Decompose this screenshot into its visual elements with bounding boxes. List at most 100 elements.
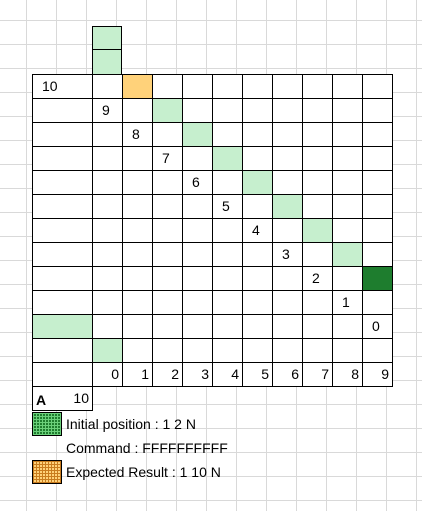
grid-cell[interactable] [333,267,363,291]
grid-cell[interactable] [33,171,93,195]
grid-cell[interactable] [333,243,363,267]
grid-cell[interactable] [363,243,393,267]
grid-cell[interactable] [153,339,183,363]
grid-cell[interactable] [273,291,303,315]
grid-cell[interactable] [213,291,243,315]
grid-cell[interactable] [153,219,183,243]
grid-cell[interactable] [273,75,303,99]
row-label[interactable]: 0 [363,315,393,339]
row-label[interactable]: 2 [303,267,333,291]
grid-cell[interactable] [273,195,303,219]
column-label[interactable]: 8 [333,363,363,387]
grid-cell[interactable] [363,171,393,195]
grid-cell[interactable] [273,123,303,147]
grid-cell[interactable] [273,99,303,123]
grid-cell[interactable] [93,75,123,99]
grid-cell[interactable] [183,339,213,363]
grid-cell[interactable] [153,315,183,339]
column-label[interactable]: 1 [123,363,153,387]
grid-cell[interactable] [213,147,243,171]
grid-cell[interactable] [333,219,363,243]
grid-cell[interactable] [273,171,303,195]
grid-cell[interactable] [273,339,303,363]
grid-cell[interactable] [243,99,273,123]
initial-position-cell[interactable] [363,267,393,291]
grid-cell[interactable] [93,291,123,315]
grid-cell[interactable] [93,171,123,195]
grid-cell[interactable] [333,171,363,195]
grid-cell[interactable] [303,243,333,267]
grid-cell[interactable] [183,195,213,219]
grid-cell[interactable] [213,123,243,147]
grid-cell[interactable] [153,267,183,291]
grid-cell[interactable] [153,99,183,123]
grid-cell[interactable] [33,219,93,243]
grid-cell[interactable] [213,315,243,339]
column-label[interactable]: 2 [153,363,183,387]
grid-cell[interactable] [303,315,333,339]
grid-cell[interactable] [333,99,363,123]
grid-cell[interactable] [93,123,123,147]
grid-cell[interactable] [183,291,213,315]
grid-cell[interactable] [183,219,213,243]
grid-cell[interactable] [303,171,333,195]
grid-cell[interactable] [303,339,333,363]
grid-cell[interactable] [123,195,153,219]
grid-cell[interactable] [33,243,93,267]
column-label[interactable]: 6 [273,363,303,387]
grid-cell[interactable] [153,243,183,267]
grid-cell[interactable] [153,75,183,99]
grid-cell[interactable] [123,99,153,123]
grid-cell[interactable] [213,219,243,243]
grid-cell[interactable] [213,339,243,363]
grid-cell[interactable] [243,75,273,99]
grid-cell[interactable] [333,195,363,219]
grid-cell[interactable] [213,99,243,123]
grid-cell[interactable] [123,243,153,267]
grid-cell[interactable] [363,195,393,219]
grid-cell[interactable] [333,147,363,171]
grid-cell[interactable] [243,339,273,363]
grid-cell[interactable] [33,99,93,123]
grid-cell[interactable] [363,99,393,123]
grid-cell[interactable] [93,147,123,171]
grid-cell[interactable] [153,195,183,219]
grid-cell[interactable] [153,291,183,315]
row-label[interactable]: 4 [243,219,273,243]
grid-cell[interactable] [273,315,303,339]
grid-cell[interactable] [183,315,213,339]
grid-cell[interactable] [273,219,303,243]
row-label[interactable]: 9 [93,99,123,123]
grid-cell[interactable] [183,267,213,291]
grid-cell[interactable] [93,267,123,291]
grid-cell[interactable] [273,147,303,171]
grid-cell[interactable] [123,339,153,363]
grid-cell[interactable] [363,339,393,363]
column-label[interactable]: 9 [363,363,393,387]
grid-cell[interactable] [123,267,153,291]
grid-cell[interactable] [243,267,273,291]
grid-cell[interactable] [363,123,393,147]
grid-cell[interactable] [303,147,333,171]
grid-cell[interactable] [183,147,213,171]
row-label[interactable]: 8 [123,123,153,147]
grid-cell[interactable] [213,75,243,99]
grid-cell[interactable] [153,123,183,147]
grid-cell[interactable] [33,123,93,147]
column-label[interactable]: 4 [213,363,243,387]
row-label[interactable]: 10 [33,75,93,99]
grid-cell[interactable] [243,147,273,171]
grid-cell[interactable] [183,75,213,99]
grid-cell[interactable] [333,339,363,363]
grid-cell[interactable] [123,171,153,195]
grid-cell[interactable] [123,147,153,171]
grid-cell[interactable] [123,219,153,243]
grid-cell[interactable] [303,123,333,147]
grid-cell[interactable] [363,75,393,99]
grid-cell[interactable] [183,99,213,123]
corner-cell[interactable] [33,363,93,387]
grid-cell[interactable] [93,315,123,339]
grid-cell[interactable] [273,267,303,291]
grid-cell[interactable] [243,243,273,267]
row-label[interactable]: 1 [333,291,363,315]
